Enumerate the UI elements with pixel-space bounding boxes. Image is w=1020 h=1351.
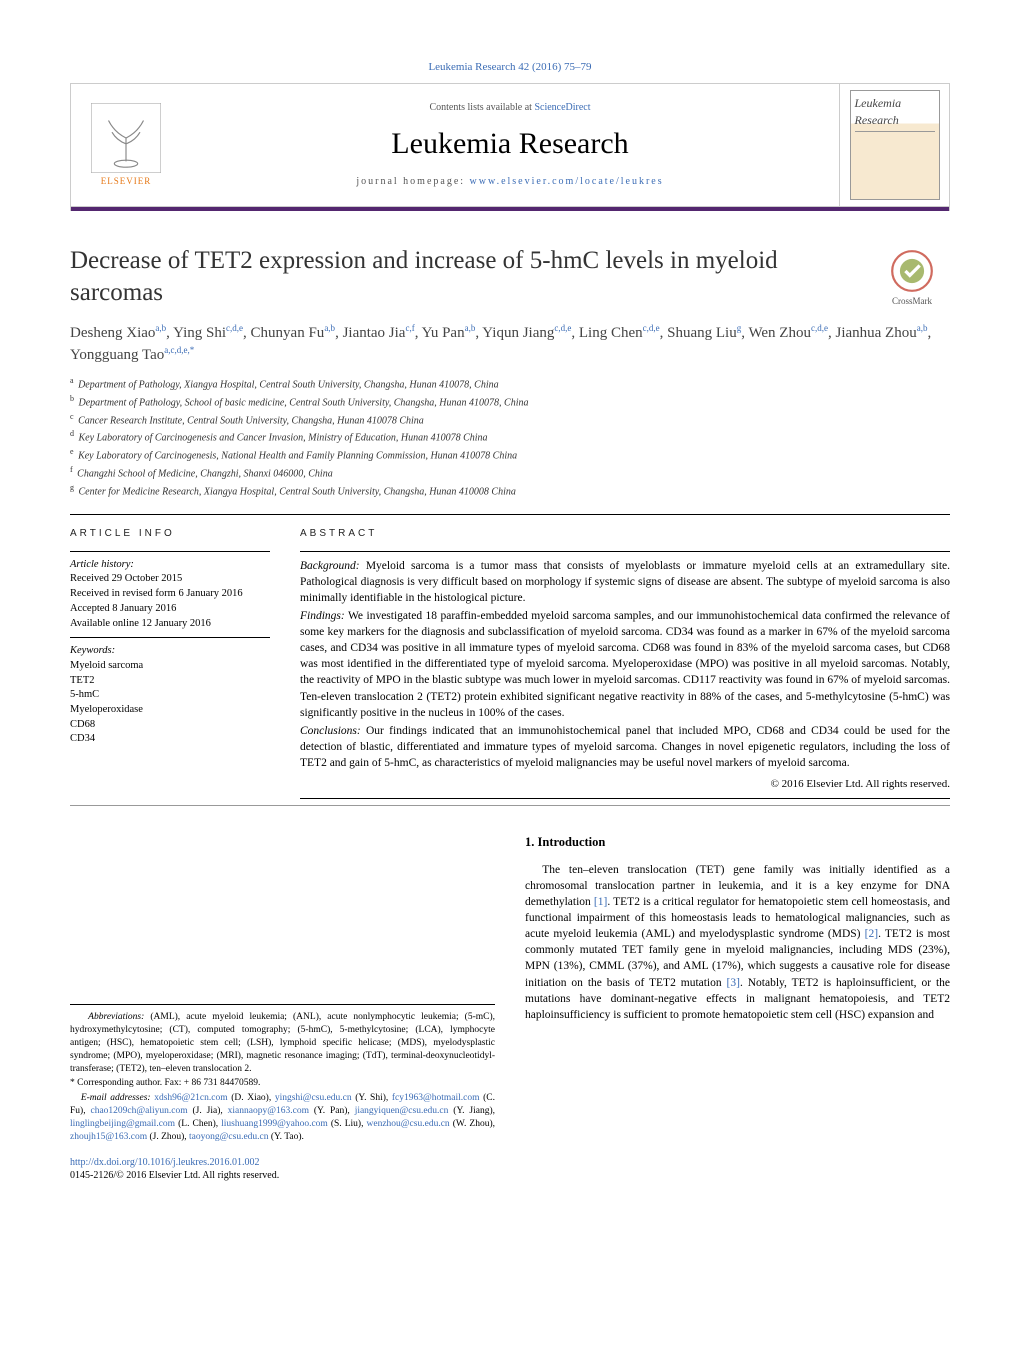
email-link[interactable]: zhoujh15@163.com xyxy=(70,1132,147,1142)
divider xyxy=(70,514,950,515)
abstract-head: ABSTRACT xyxy=(300,527,950,541)
affiliation-item: e Key Laboratory of Carcinogenesis, Nati… xyxy=(70,446,950,464)
crossmark-label: CrossMark xyxy=(892,295,932,308)
email-link[interactable]: yingshi@csu.edu.cn xyxy=(275,1093,352,1103)
citation-link-1[interactable]: [1] xyxy=(594,896,607,908)
publisher-logo: ELSEVIER xyxy=(71,84,181,206)
concl-label: Conclusions: xyxy=(300,725,361,737)
affiliation-list: a Department of Pathology, Xiangya Hospi… xyxy=(70,375,950,500)
history-item: Received in revised form 6 January 2016 xyxy=(70,587,270,602)
journal-cover: Leukemia Research xyxy=(839,84,949,206)
corresponding-footnote: * Corresponding author. Fax: + 86 731 84… xyxy=(70,1077,495,1090)
abstract-conclusions: Conclusions: Our findings indicated that… xyxy=(300,723,950,771)
history-item: Accepted 8 January 2016 xyxy=(70,602,270,617)
findings-label: Findings: xyxy=(300,610,345,622)
abstract-background: Background: Myeloid sarcoma is a tumor m… xyxy=(300,558,950,606)
keyword-item: 5-hmC xyxy=(70,688,270,703)
author-list: Desheng Xiaoa,b, Ying Shic,d,e, Chunyan … xyxy=(70,322,950,367)
concl-text: Our findings indicated that an immunohis… xyxy=(300,725,950,769)
elsevier-tree-icon xyxy=(91,103,161,173)
citation-link-3[interactable]: [3] xyxy=(727,977,740,989)
accent-bar xyxy=(70,206,950,211)
keyword-item: Myeloperoxidase xyxy=(70,703,270,718)
intro-paragraph: The ten–eleven translocation (TET) gene … xyxy=(525,862,950,1023)
abbrev-label: Abbreviations: xyxy=(88,1012,144,1022)
contents-prefix: Contents lists available at xyxy=(429,102,534,113)
email-link[interactable]: jiangyiquen@csu.edu.cn xyxy=(355,1106,449,1116)
cover-thumbnail: Leukemia Research xyxy=(850,90,940,200)
contents-line: Contents lists available at ScienceDirec… xyxy=(429,101,590,115)
divider xyxy=(70,805,950,806)
homepage-prefix: journal homepage: xyxy=(356,176,469,187)
affiliation-item: d Key Laboratory of Carcinogenesis and C… xyxy=(70,428,950,446)
journal-banner: ELSEVIER Contents lists available at Sci… xyxy=(70,83,950,206)
affiliation-item: c Cancer Research Institute, Central Sou… xyxy=(70,411,950,429)
homepage-line: journal homepage: www.elsevier.com/locat… xyxy=(356,175,663,189)
sciencedirect-link[interactable]: ScienceDirect xyxy=(534,102,590,113)
journal-homepage-link[interactable]: www.elsevier.com/locate/leukres xyxy=(470,176,664,187)
emails-footnote: E-mail addresses: xdsh96@21cn.com (D. Xi… xyxy=(70,1092,495,1143)
email-link[interactable]: chao1209ch@aliyun.com xyxy=(90,1106,187,1116)
doi-block: http://dx.doi.org/10.1016/j.leukres.2016… xyxy=(70,1156,495,1183)
abbreviations-footnote: Abbreviations: (AML), acute myeloid leuk… xyxy=(70,1011,495,1075)
email-link[interactable]: xiannaopy@163.com xyxy=(228,1106,309,1116)
affiliation-item: g Center for Medicine Research, Xiangya … xyxy=(70,482,950,500)
intro-heading: 1. Introduction xyxy=(525,834,950,852)
issn-copyright: 0145-2126/© 2016 Elsevier Ltd. All right… xyxy=(70,1170,279,1181)
copyright-line: © 2016 Elsevier Ltd. All rights reserved… xyxy=(300,777,950,792)
abstract-findings: Findings: We investigated 18 paraffin-em… xyxy=(300,608,950,721)
history-label: Article history: xyxy=(70,558,270,573)
bg-label: Background: xyxy=(300,560,360,572)
keyword-item: CD34 xyxy=(70,732,270,747)
history-item: Available online 12 January 2016 xyxy=(70,617,270,632)
article-info-head: ARTICLE INFO xyxy=(70,527,270,541)
email-link[interactable]: xdsh96@21cn.com xyxy=(154,1093,227,1103)
email-link[interactable]: linglingbeijing@gmail.com xyxy=(70,1119,175,1129)
history-item: Received 29 October 2015 xyxy=(70,572,270,587)
cover-title: Leukemia Research xyxy=(855,95,935,132)
crossmark-icon xyxy=(890,249,934,293)
journal-name: Leukemia Research xyxy=(391,123,628,165)
right-body-column: 1. Introduction The ten–eleven transloca… xyxy=(525,834,950,1182)
email-link[interactable]: wenzhou@csu.edu.cn xyxy=(367,1119,450,1129)
affiliation-item: b Department of Pathology, School of bas… xyxy=(70,393,950,411)
email-link[interactable]: fcy1963@hotmail.com xyxy=(392,1093,480,1103)
crossmark-badge[interactable]: CrossMark xyxy=(874,249,950,308)
publisher-name: ELSEVIER xyxy=(101,175,152,188)
keywords-label: Keywords: xyxy=(70,644,270,659)
article-title: Decrease of TET2 expression and increase… xyxy=(70,245,856,308)
email-link[interactable]: taoyong@csu.edu.cn xyxy=(189,1132,268,1142)
keyword-list: Myeloid sarcomaTET25-hmCMyeloperoxidaseC… xyxy=(70,659,270,747)
left-body-column: Abbreviations: (AML), acute myeloid leuk… xyxy=(70,834,495,1182)
keyword-item: Myeloid sarcoma xyxy=(70,659,270,674)
article-info-column: ARTICLE INFO Article history: Received 2… xyxy=(70,527,270,806)
bg-text: Myeloid sarcoma is a tumor mass that con… xyxy=(300,560,950,604)
affiliation-item: a Department of Pathology, Xiangya Hospi… xyxy=(70,375,950,393)
email-link[interactable]: liushuang1999@yahoo.com xyxy=(221,1119,328,1129)
findings-text: We investigated 18 paraffin-embedded mye… xyxy=(300,610,950,719)
article-history: Received 29 October 2015Received in revi… xyxy=(70,572,270,631)
abstract-column: ABSTRACT Background: Myeloid sarcoma is … xyxy=(300,527,950,806)
affiliation-item: f Changzhi School of Medicine, Changzhi,… xyxy=(70,464,950,482)
keyword-item: TET2 xyxy=(70,674,270,689)
doi-link[interactable]: http://dx.doi.org/10.1016/j.leukres.2016… xyxy=(70,1157,260,1168)
keyword-item: CD68 xyxy=(70,718,270,733)
footnotes: Abbreviations: (AML), acute myeloid leuk… xyxy=(70,1004,495,1143)
citation-link-2[interactable]: [2] xyxy=(865,928,878,940)
journal-reference: Leukemia Research 42 (2016) 75–79 xyxy=(70,60,950,75)
banner-center: Contents lists available at ScienceDirec… xyxy=(181,84,839,206)
